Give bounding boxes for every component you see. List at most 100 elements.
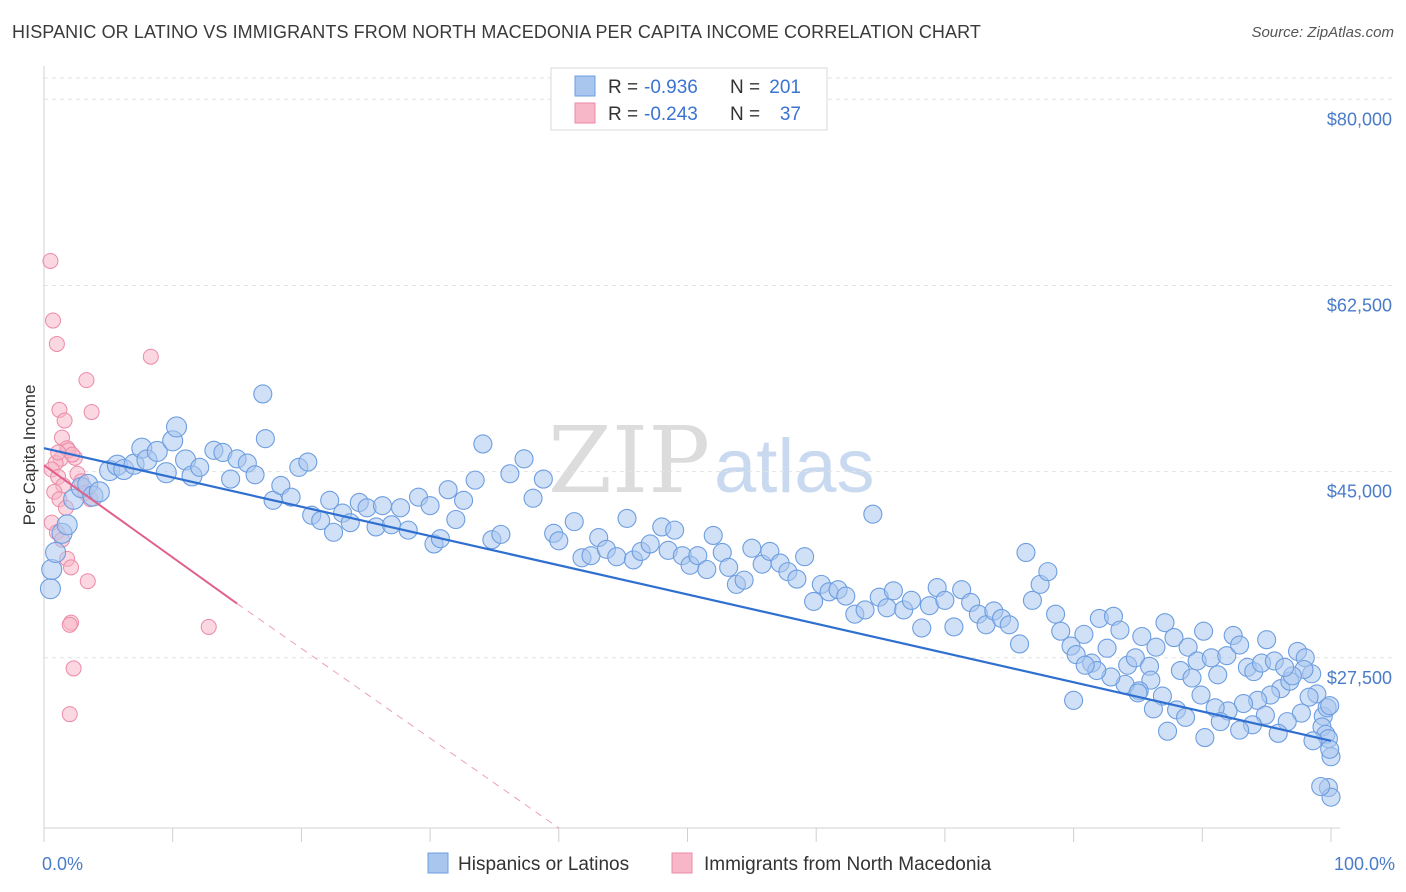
scatter-point-hispanic — [1178, 637, 1198, 657]
y-tick-label: $45,000 — [1327, 482, 1392, 502]
series-immigrants-north-macedonia — [42, 252, 217, 723]
grid-lines — [44, 77, 1392, 659]
scatter-point-hispanic — [1155, 613, 1175, 633]
scatter-point-hispanic — [190, 457, 210, 477]
scatter-point-hispanic — [855, 600, 875, 620]
scatter-point-hispanic — [523, 488, 543, 508]
scatter-point-immigrants — [200, 618, 217, 635]
scatter-point-immigrants — [142, 348, 159, 365]
scatter-point-hispanic — [298, 452, 318, 472]
legend-swatch-blue — [574, 75, 596, 97]
scatter-point-hispanic — [1158, 721, 1178, 741]
scatter-point-hispanic — [1291, 703, 1311, 723]
legend-n-label-2: N = — [730, 104, 760, 125]
scatter-point-hispanic — [1046, 604, 1066, 624]
watermark-zip: ZIP — [548, 407, 710, 514]
chart-title: HISPANIC OR LATINO VS IMMIGRANTS FROM NO… — [12, 22, 981, 42]
scatter-point-hispanic — [1182, 668, 1202, 688]
scatter-point-hispanic — [787, 569, 807, 589]
scatter-point-hispanic — [836, 586, 856, 606]
scatter-point-hispanic — [1195, 728, 1215, 748]
scatter-point-hispanic — [1230, 720, 1250, 740]
scatter-point-hispanic — [912, 618, 932, 638]
scatter-point-hispanic — [253, 384, 273, 404]
scatter-point-hispanic — [56, 514, 78, 536]
y-tick-label: $27,500 — [1327, 668, 1392, 688]
scatter-point-hispanic — [221, 469, 241, 489]
scatter-point-hispanic — [1022, 590, 1042, 610]
scatter-point-hispanic — [514, 449, 534, 469]
scatter-point-hispanic — [1125, 648, 1145, 668]
scatter-point-immigrants — [78, 372, 95, 389]
scatter-point-hispanic — [719, 557, 739, 577]
scatter-point-hispanic — [1016, 542, 1036, 563]
scatter-point-hispanic — [320, 490, 340, 510]
legend-n-label-1: N = — [730, 77, 760, 98]
x-tick-label: 100.0% — [1334, 854, 1395, 874]
scatter-point-hispanic — [640, 534, 660, 554]
scatter-point-hispanic — [1230, 635, 1250, 655]
scatter-point-hispanic — [155, 462, 177, 484]
scatter-point-hispanic — [999, 615, 1019, 635]
scatter-point-hispanic — [533, 469, 553, 489]
scatter-point-immigrants — [61, 616, 78, 633]
scatter-point-hispanic — [245, 465, 265, 485]
bottom-legend-label-blue: Hispanics or Latinos — [458, 854, 629, 875]
scatter-point-hispanic — [255, 429, 275, 449]
tick-labels: $27,500 $45,000 $62,500 $80,000 0.0% 100.0% — [42, 109, 1395, 874]
scatter-point-hispanic — [944, 617, 964, 637]
scatter-point-hispanic — [607, 547, 627, 567]
scatter-point-hispanic — [1110, 620, 1130, 640]
scatter-point-hispanic — [883, 581, 903, 601]
scatter-point-hispanic — [1320, 696, 1340, 716]
legend-r-value-2: -0.243 — [644, 104, 698, 125]
scatter-point-hispanic — [1217, 646, 1237, 666]
scatter-point-hispanic — [39, 578, 61, 600]
scatter-point-hispanic — [1299, 687, 1319, 707]
scatter-point-hispanic — [166, 416, 188, 438]
scatter-point-immigrants — [48, 335, 65, 352]
bottom-legend: Hispanics or Latinos Immigrants from Nor… — [427, 852, 992, 875]
scatter-point-hispanic — [1075, 655, 1095, 675]
scatter-point-hispanic — [877, 598, 897, 618]
scatter-point-hispanic — [1257, 630, 1277, 650]
legend-box: R = -0.936 N = 201 R = -0.243 N = 37 — [550, 67, 828, 131]
y-axis-label: Per Capita Income — [20, 385, 39, 526]
scatter-point-hispanic — [1233, 693, 1254, 714]
scatter-point-hispanic — [734, 570, 754, 590]
scatter-point-hispanic — [1074, 624, 1094, 644]
scatter-point-hispanic — [473, 434, 493, 454]
scatter-point-hispanic — [1191, 685, 1211, 705]
scatter-point-hispanic — [45, 541, 67, 564]
legend-r-value-1: -0.936 — [644, 77, 698, 98]
scatter-point-hispanic — [1255, 705, 1275, 725]
scatter-point-hispanic — [1275, 657, 1295, 677]
scatter-point-hispanic — [795, 547, 815, 567]
scatter-point-hispanic — [146, 440, 168, 462]
scatter-point-hispanic — [1064, 690, 1084, 710]
scatter-point-hispanic — [1051, 621, 1071, 641]
trend-lines — [43, 447, 1332, 829]
scatter-point-immigrants — [42, 252, 59, 269]
scatter-point-hispanic — [491, 524, 511, 544]
watermark-atlas: atlas — [714, 424, 875, 509]
scatter-point-hispanic — [549, 531, 569, 551]
scatter-point-immigrants — [83, 404, 100, 421]
scatter-point-hispanic — [1097, 638, 1117, 658]
scatter-point-immigrants — [79, 573, 96, 590]
scatter-point-immigrants — [45, 312, 62, 329]
scatter-point-hispanic — [500, 464, 520, 484]
scatter-point-hispanic — [1164, 628, 1184, 648]
scatter-point-hispanic — [697, 559, 717, 580]
scatter-point-hispanic — [688, 546, 708, 566]
legend-swatch-pink — [574, 102, 596, 124]
scatter-point-hispanic — [1320, 739, 1340, 759]
scatter-point-hispanic — [465, 470, 485, 490]
scatter-point-hispanic — [742, 538, 762, 558]
scatter-point-hispanic — [1009, 634, 1030, 654]
x-tick-label: 0.0% — [42, 854, 83, 874]
scatter-point-hispanic — [564, 512, 584, 532]
scatter-point-hispanic — [420, 496, 440, 516]
scatter-point-hispanic — [1311, 776, 1331, 797]
